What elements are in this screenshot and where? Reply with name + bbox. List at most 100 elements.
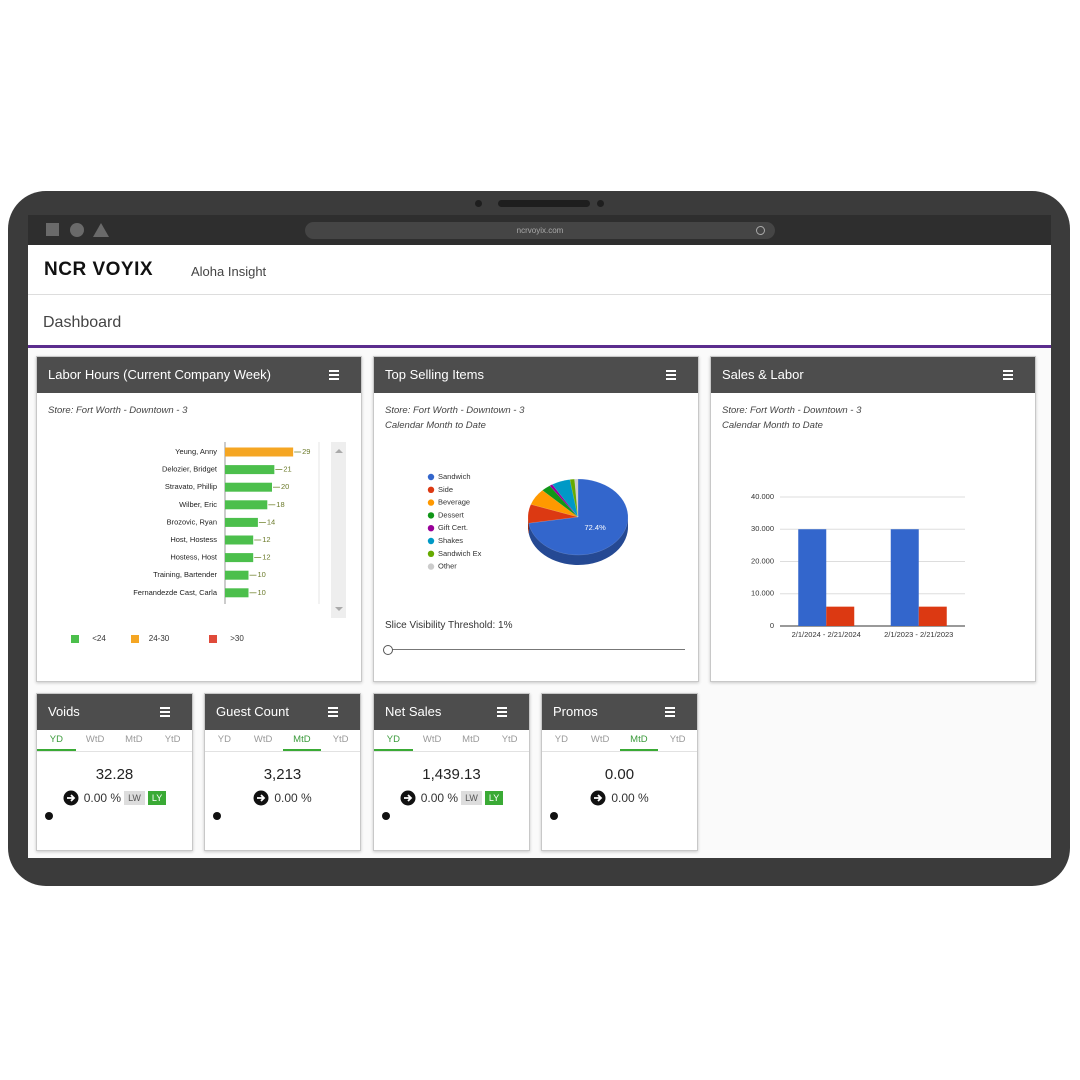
change-value: 0.00 % [420,791,459,805]
tab[interactable]: MtD [619,730,659,751]
change-value: 0.00 % [274,791,312,805]
panel-header: Sales & Labor [711,357,1035,393]
panel-header: Top Selling Items [374,357,698,393]
panel-header: Voids [37,694,192,730]
search-icon[interactable] [756,226,765,235]
change-icon [590,790,606,806]
tab-row: YD WtD MtD YtD [374,730,529,752]
panel-header: Labor Hours (Current Company Week) [37,357,361,393]
browser-icon [93,223,109,237]
store-label: Store: Fort Worth - Downtown - 3 [48,405,188,416]
compare-badge[interactable]: LW [124,791,145,805]
panel-title: Voids [48,704,80,719]
kpi-card: Promos YD WtD MtD YtD 0.00 0.00 % [541,693,698,851]
change-row: 0.00 % [205,790,360,806]
compare-badge[interactable]: LY [147,791,167,805]
change-row: 0.00 % LW LY [37,790,192,806]
tab-row: YD WtD MtD YtD [542,730,697,752]
tab[interactable]: YD [217,734,231,745]
info-icon[interactable] [45,812,53,820]
change-row: 0.00 % [542,790,697,806]
period-label: Calendar Month to Date [385,420,486,431]
arrow-icon [253,790,269,806]
panel-header: Net Sales [374,694,529,730]
tab[interactable]: WtD [422,734,442,745]
browser-icon [46,223,59,236]
arrow-icon [590,790,606,806]
menu-button[interactable] [665,707,675,709]
kpi-value: 32.28 [95,766,134,783]
tab[interactable]: MtD [462,734,480,745]
info-icon[interactable] [382,812,390,820]
browser-icon [70,223,84,237]
tab[interactable]: WtD [85,734,105,745]
kpi-value: 1,439.13 [422,766,481,783]
period-label: Calendar Month to Date [722,420,823,431]
menu-button[interactable] [1003,370,1013,372]
tab[interactable]: WtD [590,734,610,745]
camera-dot [597,200,604,207]
panel-title: Sales & Labor [722,367,804,382]
logo[interactable]: NCR VOYIX [44,259,154,280]
menu-button[interactable] [160,707,170,709]
compare-badge[interactable]: LY [484,791,504,805]
tab[interactable]: MtD [282,730,322,751]
slider-track[interactable] [388,649,685,650]
page-title: Dashboard [43,314,122,331]
store-label: Store: Fort Worth - Downtown - 3 [722,405,862,416]
info-icon[interactable] [550,812,558,820]
panel-title: Top Selling Items [385,367,484,382]
kpi-card: Voids YD WtD MtD YtD 32.28 0.00 % LW LY [36,693,193,851]
tab[interactable]: YD [374,730,413,751]
change-value: 0.00 % [611,791,649,805]
tab[interactable]: YD [554,734,568,745]
change-icon [63,790,79,806]
app-name: Aloha Insight [191,264,267,279]
arrow-icon [400,790,416,806]
kpi-card: Net Sales YD WtD MtD YtD 1,439.13 0.00 % LW LY [373,693,530,851]
threshold-label: Slice Visibility Threshold: 1% [385,620,513,631]
browser-bar: ncrvoyix.com [28,215,1051,245]
panel-title: Labor Hours (Current Company Week) [48,367,272,382]
menu-button[interactable] [666,370,676,372]
page-header: Dashboard [28,295,1051,348]
kpi-card: Guest Count YD WtD MtD YtD 3,213 0.00 % [204,693,361,851]
compare-badge[interactable]: LW [461,791,482,805]
change-row: 0.00 % LW LY [374,790,529,806]
panel-header: Promos [542,694,697,730]
menu-button[interactable] [497,707,507,709]
tab[interactable]: YtD [669,734,686,745]
change-icon [253,790,269,806]
arrow-icon [63,790,79,806]
tab-row: YD WtD MtD YtD [205,730,360,752]
info-icon[interactable] [213,812,221,820]
change-value: 0.00 % [83,791,122,805]
panel-title: Guest Count [216,704,289,719]
tab[interactable]: YtD [501,734,518,745]
store-label: Store: Fort Worth - Downtown - 3 [385,405,525,416]
menu-button[interactable] [328,707,338,709]
url: ncrvoyix.com [516,226,564,235]
tab[interactable]: WtD [253,734,273,745]
panel: Sales & Labor Store: Fort Worth - Downto… [710,356,1036,682]
change-icon [400,790,416,806]
tab[interactable]: YtD [164,734,181,745]
url-bar[interactable]: ncrvoyix.com [305,222,775,239]
tab[interactable]: YtD [332,734,349,745]
app-header: NCR VOYIX Aloha Insight [28,245,1051,295]
tab[interactable]: YD [37,730,76,751]
menu-button[interactable] [329,370,339,372]
camera-bar [498,200,590,207]
panel-title: Promos [553,704,598,719]
panel-header: Guest Count [205,694,360,730]
kpi-value: 0.00 [604,766,635,783]
panel: Top Selling Items Store: Fort Worth - Do… [373,356,699,682]
tab-row: YD WtD MtD YtD [37,730,192,752]
camera-dot [475,200,482,207]
tab[interactable]: MtD [125,734,143,745]
kpi-value: 3,213 [263,766,302,783]
panel: Labor Hours (Current Company Week) Store… [36,356,362,682]
slider-handle[interactable] [383,645,393,655]
panel-title: Net Sales [385,704,442,719]
